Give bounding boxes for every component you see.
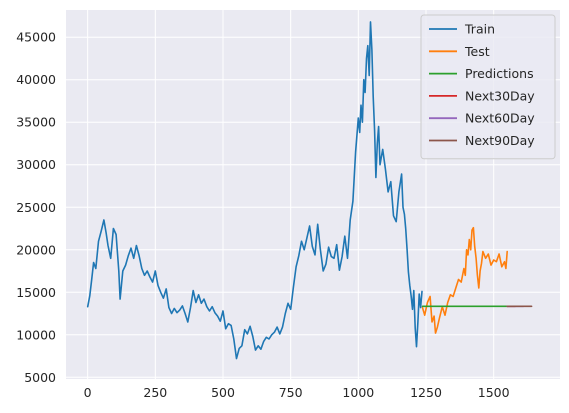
legend-label-next30day: Next30Day [465,88,535,103]
y-tick-label: 20000 [16,242,56,257]
legend-label-test: Test [464,44,490,59]
legend-label-next60day: Next60Day [465,111,535,126]
x-tick-label: 250 [143,385,167,400]
series-line-train [86,21,423,360]
y-tick-label: 10000 [16,327,56,342]
y-axis-ticks: 5000 10000 15000 20000 25000 30000 35000 40000 4… [16,30,56,385]
x-tick-label: 0 [84,385,92,400]
y-tick-label: 30000 [16,157,56,172]
legend: Train Test Predictions Next30Day Next60Day Ne… [420,14,556,160]
legend-label-next90day: Next90Day [465,133,535,148]
x-tick-label: 750 [279,385,303,400]
x-tick-label: 1500 [478,385,510,400]
y-tick-label: 15000 [16,285,56,300]
series-line-test [421,226,509,334]
y-tick-label: 35000 [16,115,56,130]
x-tick-label: 1250 [410,385,442,400]
series-lines [86,21,533,360]
legend-label-predictions: Predictions [465,66,534,81]
legend-label-train: Train [464,22,495,37]
x-axis-ticks: 0 250 500 750 1000 1250 1500 [84,385,510,400]
y-tick-label: 45000 [16,30,56,45]
y-tick-label: 5000 [24,370,56,385]
y-tick-label: 40000 [16,72,56,87]
x-tick-label: 1000 [342,385,374,400]
y-tick-label: 25000 [16,200,56,215]
x-tick-label: 500 [211,385,235,400]
